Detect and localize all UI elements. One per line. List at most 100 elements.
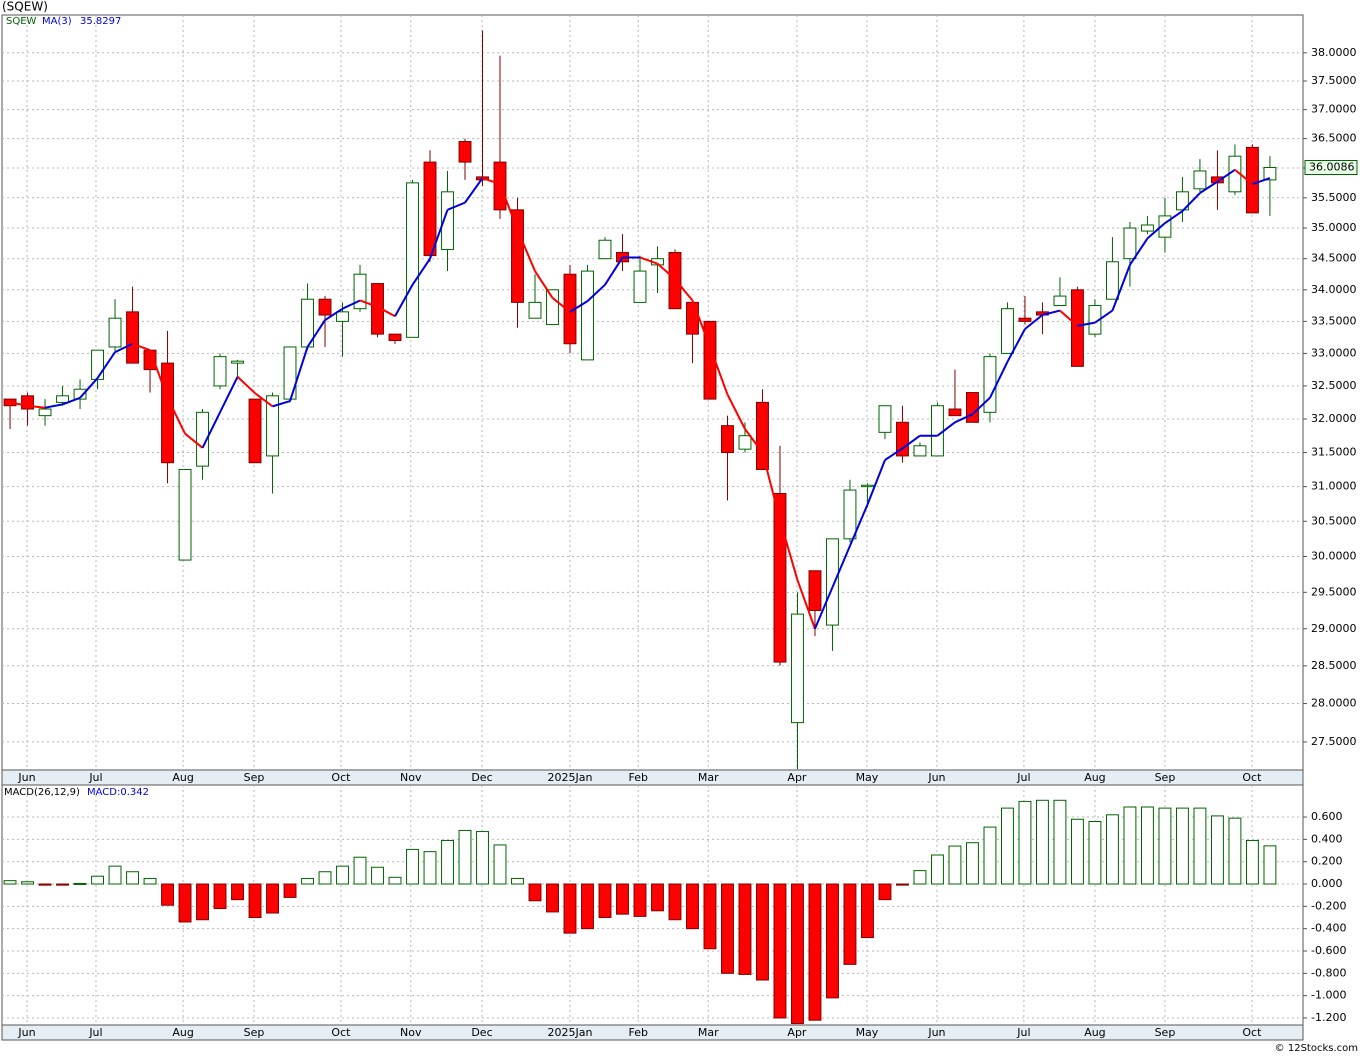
macd-date-strip (1, 1024, 1304, 1041)
y-tick-label: 31.5000 (1311, 446, 1357, 459)
x-tick-label: Sep (1155, 771, 1176, 784)
ma-line (1234, 169, 1254, 185)
y-tick-label: 29.5000 (1311, 585, 1357, 598)
macd-bar (1018, 800, 1032, 885)
y-tick-label: -1.000 (1311, 989, 1346, 1002)
legend-ma: MA(3) (42, 16, 72, 27)
y-tick-label: 30.0000 (1311, 550, 1357, 563)
x-tick-label: May (856, 1026, 879, 1039)
candle-body (1263, 166, 1277, 181)
candle-body (686, 301, 699, 335)
macd-bar (178, 883, 192, 923)
ma-line (744, 428, 764, 454)
x-tick-label: Jun (927, 1026, 945, 1039)
ma-line (831, 545, 851, 588)
y-tick-label: 0.400 (1311, 832, 1343, 845)
ma-line (779, 519, 799, 581)
ma-line (96, 351, 116, 379)
candle-body (91, 349, 104, 380)
y-tick-label: 32.5000 (1311, 379, 1357, 392)
y-tick-label: 28.5000 (1311, 659, 1357, 672)
macd-bar (1193, 807, 1207, 885)
candle-body (843, 489, 857, 540)
ma-line (166, 397, 186, 435)
macd-bar (161, 883, 174, 906)
macd-bar (826, 883, 839, 999)
macd-bar (948, 845, 962, 885)
ma-line (114, 342, 133, 354)
ma-line (1024, 314, 1044, 330)
y-tick-label: 29.0000 (1311, 622, 1357, 635)
macd-bar (301, 877, 314, 885)
x-tick-label: Jul (88, 771, 102, 784)
macd-bar (1105, 814, 1119, 885)
x-tick-label: Sep (244, 1026, 265, 1039)
candle-body (581, 270, 594, 361)
ma-line (236, 376, 256, 394)
candle-body (931, 405, 944, 457)
candle-body (196, 411, 209, 467)
macd-bar (651, 883, 664, 912)
candle-body (1105, 261, 1119, 300)
ma-line (219, 376, 239, 413)
ma-line (429, 209, 449, 260)
ma-line (394, 284, 414, 317)
macd-bar (843, 883, 857, 965)
x-tick-label: Sep (1155, 1026, 1176, 1039)
ma-line (1146, 222, 1166, 240)
y-tick-label: -1.200 (1311, 1011, 1346, 1024)
macd-bar (213, 883, 227, 910)
candle-body (178, 469, 192, 561)
macd-bar (528, 883, 542, 902)
ma-line (306, 319, 326, 348)
candle-body (213, 356, 227, 387)
candle-body (406, 182, 419, 338)
ma-line (1006, 328, 1026, 363)
macd-bar (896, 883, 909, 886)
ma-line (796, 579, 816, 630)
x-tick-label: Jul (88, 1026, 102, 1039)
ma-line (516, 229, 536, 272)
ma-line (1164, 210, 1184, 224)
y-tick-label: 37.5000 (1311, 74, 1357, 87)
x-tick-label: May (856, 771, 879, 784)
x-tick-label: Jun (17, 1026, 35, 1039)
x-tick-label: Apr (787, 771, 807, 784)
last-price-box (1304, 159, 1358, 175)
y-tick-label: 33.5000 (1311, 314, 1357, 327)
x-tick-label: 2025Jan (548, 771, 593, 784)
macd-bar (458, 829, 472, 885)
y-tick-label: 37.0000 (1311, 103, 1357, 116)
ma-line (482, 177, 501, 185)
x-tick-label: Jul (1016, 1026, 1030, 1039)
ma-line (324, 307, 344, 321)
macd-bar (616, 883, 629, 915)
legend-ma-value: 35.8297 (80, 16, 121, 27)
macd-bar (73, 882, 87, 885)
ma-line (1077, 321, 1096, 327)
macd-bar (563, 883, 577, 934)
x-tick-label: Apr (787, 1026, 807, 1039)
candle-body (983, 356, 997, 413)
macd-bar (878, 883, 892, 901)
ma-line (656, 262, 676, 280)
y-tick-label: 35.0000 (1311, 221, 1357, 234)
macd-bar (1158, 807, 1172, 885)
macd-bar (668, 883, 682, 921)
candle-body (231, 360, 244, 364)
macd-bar (406, 848, 419, 885)
candle-body (336, 311, 349, 322)
ma-line (9, 401, 28, 407)
candle-body (738, 435, 752, 450)
macd-bar (388, 876, 402, 885)
y-tick-label: 33.0000 (1311, 346, 1357, 359)
y-tick-label: 34.0000 (1311, 283, 1357, 296)
macd-bar (476, 831, 489, 885)
ma-line (1042, 309, 1061, 316)
x-tick-label: Jun (17, 771, 35, 784)
candle-body (73, 388, 87, 400)
candle-body (266, 395, 279, 457)
ma-line (971, 397, 991, 416)
ma-line (936, 421, 956, 437)
ma-line (272, 400, 291, 408)
